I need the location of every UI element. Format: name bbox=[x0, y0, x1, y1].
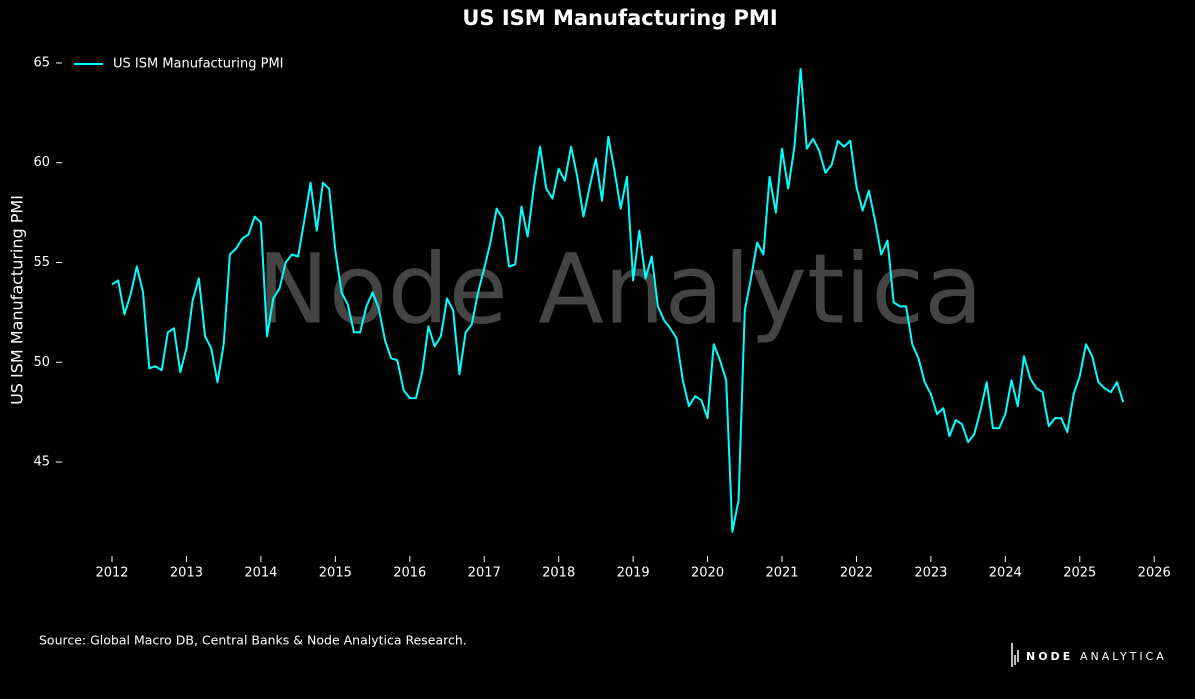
x-tick-label: 2015 bbox=[319, 566, 352, 581]
y-tick-label: 50 bbox=[33, 355, 50, 370]
x-tick-label: 2013 bbox=[170, 566, 203, 581]
x-tick-label: 2017 bbox=[468, 566, 501, 581]
x-tick-label: 2012 bbox=[95, 566, 128, 581]
x-tick-label: 2024 bbox=[989, 566, 1022, 581]
chart-title: US ISM Manufacturing PMI bbox=[462, 6, 777, 30]
logo-icon bbox=[1011, 643, 1019, 667]
y-tick-label: 65 bbox=[33, 55, 50, 70]
x-tick-label: 2021 bbox=[765, 566, 798, 581]
x-tick-label: 2022 bbox=[840, 566, 873, 581]
logo-text: NODE bbox=[1026, 650, 1073, 663]
y-tick-label: 60 bbox=[33, 155, 50, 170]
source-note: Source: Global Macro DB, Central Banks &… bbox=[39, 633, 467, 648]
y-tick-label: 45 bbox=[33, 455, 50, 470]
y-tick-label: 55 bbox=[33, 255, 50, 270]
x-tick-label: 2016 bbox=[393, 566, 426, 581]
watermark: Node Analytica bbox=[257, 233, 983, 345]
x-tick-label: 2014 bbox=[244, 566, 277, 581]
x-tick-label: 2020 bbox=[691, 566, 724, 581]
x-tick-label: 2025 bbox=[1063, 566, 1096, 581]
x-tick-label: 2019 bbox=[617, 566, 650, 581]
x-tick-label: 2018 bbox=[542, 566, 575, 581]
x-tick-label: 2026 bbox=[1138, 566, 1171, 581]
data-line bbox=[111, 67, 1125, 533]
x-tick-label: 2023 bbox=[914, 566, 947, 581]
legend-label: US ISM Manufacturing PMI bbox=[113, 57, 284, 72]
y-axis-label: US ISM Manufacturing PMI bbox=[8, 195, 27, 405]
logo-text: ANALYTICA bbox=[1080, 650, 1167, 663]
